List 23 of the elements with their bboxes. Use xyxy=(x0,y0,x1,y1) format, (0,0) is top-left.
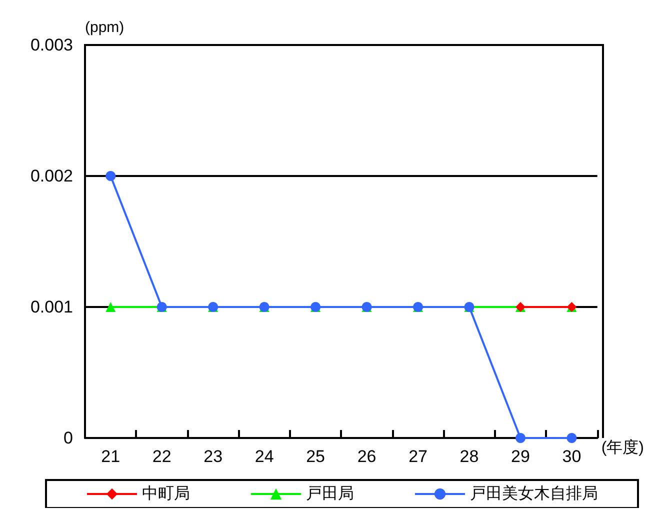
x-tick-label: 25 xyxy=(306,447,326,466)
x-tick-label: 28 xyxy=(460,447,479,466)
x-tick-label: 22 xyxy=(152,447,172,466)
y-tick-label: 0.002 xyxy=(30,166,73,186)
y-axis-title: (ppm) xyxy=(85,19,124,36)
x-tick-label: 27 xyxy=(408,447,428,466)
x-tick-label: 30 xyxy=(562,447,582,466)
legend-label: 中町局 xyxy=(142,484,190,502)
point xyxy=(566,433,577,443)
x-tick-label: 29 xyxy=(511,447,530,466)
x-tick-label: 24 xyxy=(254,447,274,466)
legend-label: 戸田美女木自排局 xyxy=(470,484,598,502)
x-tick-label: 23 xyxy=(204,447,223,466)
y-tick-label: 0.003 xyxy=(30,36,73,54)
point xyxy=(106,302,116,312)
y-tick-label: 0 xyxy=(64,428,73,448)
y-tick-label: 0.001 xyxy=(30,298,73,316)
legend-label: 戸田局 xyxy=(306,486,354,502)
x-axis-title: (年度) xyxy=(601,438,644,456)
point xyxy=(516,433,526,443)
point xyxy=(106,171,116,181)
x-tick-label: 26 xyxy=(357,447,376,466)
x-tick-label: 21 xyxy=(101,447,120,466)
